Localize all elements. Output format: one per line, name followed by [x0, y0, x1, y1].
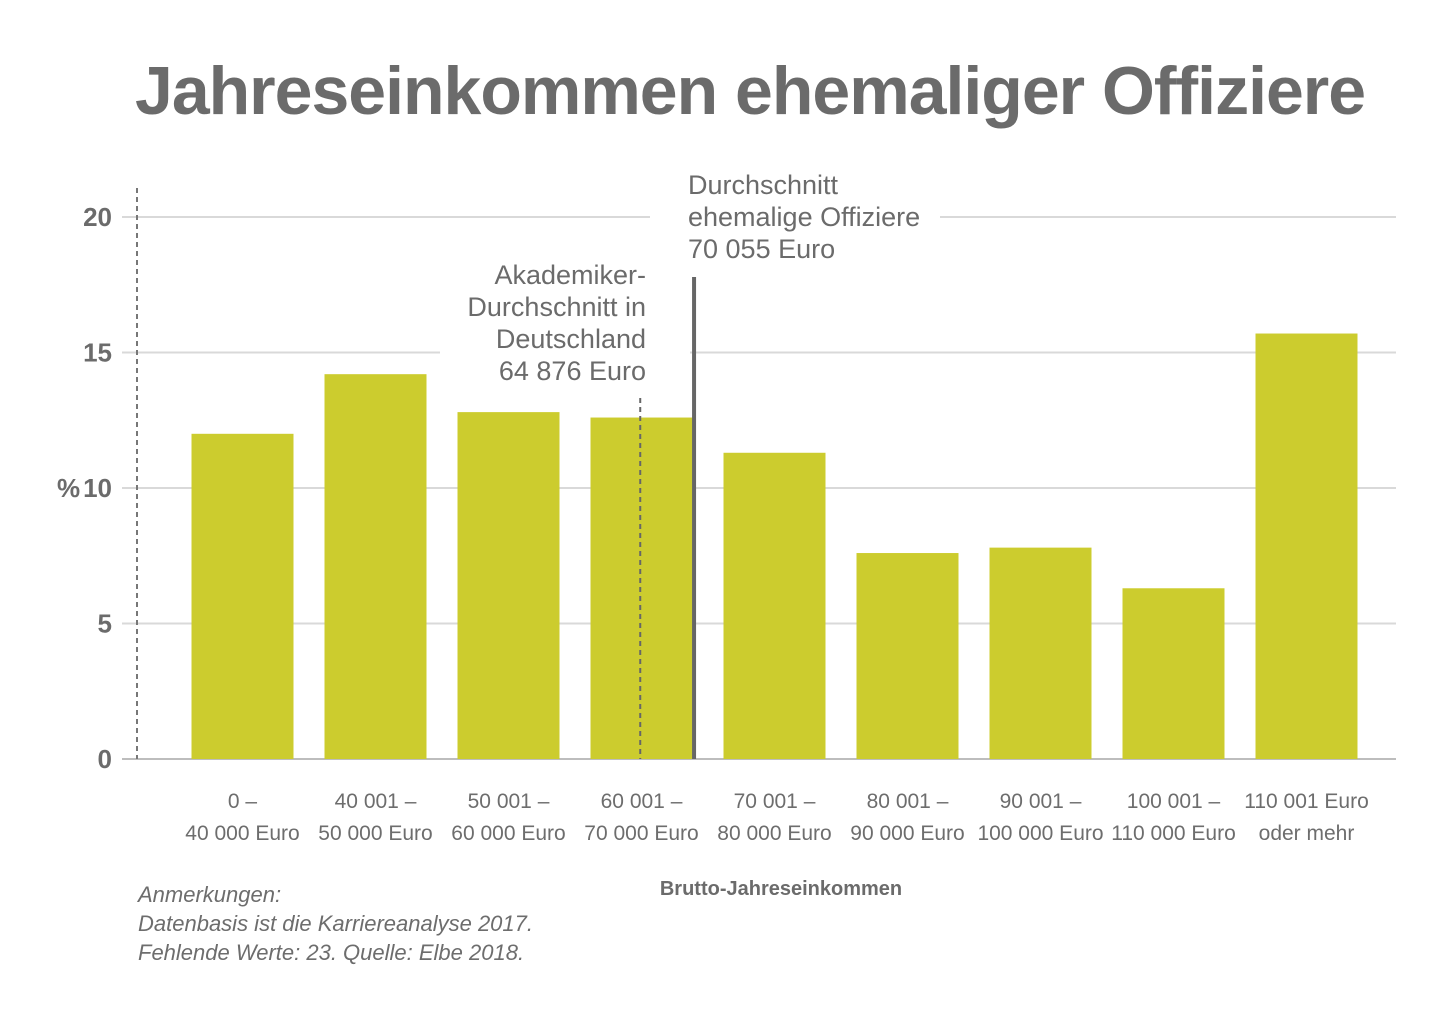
bar: [191, 433, 294, 759]
x-tick-label: 80 001 –: [867, 790, 949, 813]
x-tick-label: 100 001 –: [1127, 790, 1221, 813]
x-tick-label: 110 000 Euro: [1111, 822, 1236, 845]
offiziere-annotation-line: Durchschnitt: [688, 170, 839, 200]
bar: [1255, 333, 1358, 759]
x-tick-label: 110 001 Euro: [1244, 790, 1369, 813]
notes-line: Anmerkungen:: [138, 882, 282, 907]
bar: [324, 374, 427, 759]
y-tick-label: 15: [83, 338, 112, 368]
chart-title: Jahreseinkommen ehemaliger Offiziere: [135, 53, 1366, 129]
akademiker-annotation-line: Deutschland: [496, 324, 646, 354]
bar: [590, 417, 693, 759]
x-tick-label: 80 000 Euro: [717, 822, 831, 845]
x-tick-label: 70 001 –: [734, 790, 816, 813]
notes-line: Fehlende Werte: 23. Quelle: Elbe 2018.: [138, 940, 525, 965]
x-tick-label: 40 000 Euro: [185, 822, 299, 845]
akademiker-annotation-line: Durchschnitt in: [467, 292, 646, 322]
x-tick-label: 0 –: [228, 790, 258, 813]
x-tick-label: oder mehr: [1259, 822, 1355, 845]
akademiker-annotation-line: Akademiker-: [494, 260, 646, 290]
bar: [723, 452, 826, 759]
y-axis-label: %: [57, 473, 80, 503]
x-tick-label: 50 000 Euro: [318, 822, 432, 845]
offiziere-annotation-line: ehemalige Offiziere: [688, 202, 920, 232]
y-tick-label: 5: [98, 609, 112, 639]
bar: [457, 412, 560, 759]
reference-lines: [639, 277, 697, 759]
x-tick-label: 70 000 Euro: [584, 822, 698, 845]
y-tick-label: 0: [98, 744, 112, 774]
x-tick-label: 40 001 –: [335, 790, 417, 813]
x-tick-label: 60 000 Euro: [451, 822, 565, 845]
x-axis: 0 – 40 000 Euro 40 001 – 50 000 Euro 50 001 …: [185, 790, 1368, 845]
x-tick-label: 60 001 –: [601, 790, 683, 813]
bar: [856, 553, 959, 759]
akademiker-annotation-line: 64 876 Euro: [499, 356, 646, 386]
x-tick-label: 90 000 Euro: [850, 822, 964, 845]
y-tick-label: 20: [83, 202, 112, 232]
bar: [1122, 588, 1225, 759]
notes-line: Datenbasis ist die Karriereanalyse 2017.: [138, 911, 534, 936]
x-axis-title: Brutto-Jahreseinkommen: [660, 878, 902, 900]
y-tick-label: 10: [83, 473, 112, 503]
x-tick-label: 100 000 Euro: [977, 822, 1103, 845]
bars: [191, 333, 1358, 759]
notes: Anmerkungen: Datenbasis ist die Karriere…: [138, 880, 533, 967]
y-axis: 0 5 10 15 20: [83, 202, 112, 774]
x-tick-label: 50 001 –: [468, 790, 550, 813]
annotations: Akademiker-Durchschnitt inDeutschland64 …: [467, 170, 920, 386]
bar: [989, 547, 1092, 759]
offiziere-annotation-line: 70 055 Euro: [688, 234, 835, 264]
x-tick-label: 90 001 –: [1000, 790, 1082, 813]
